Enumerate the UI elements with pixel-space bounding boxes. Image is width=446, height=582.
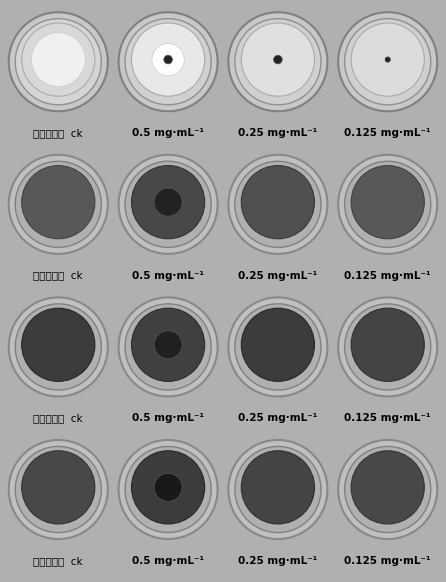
Circle shape: [22, 450, 95, 524]
Circle shape: [235, 19, 321, 105]
Circle shape: [345, 304, 431, 390]
Circle shape: [15, 19, 101, 105]
Circle shape: [338, 297, 437, 396]
Circle shape: [385, 57, 390, 62]
Circle shape: [241, 450, 314, 524]
Circle shape: [125, 161, 211, 247]
Circle shape: [338, 440, 437, 539]
Circle shape: [338, 12, 437, 111]
Circle shape: [273, 55, 282, 64]
Circle shape: [345, 446, 431, 533]
Circle shape: [132, 23, 205, 96]
Circle shape: [125, 304, 211, 390]
Text: 0.5 mg·mL⁻¹: 0.5 mg·mL⁻¹: [132, 128, 204, 138]
Circle shape: [119, 12, 218, 111]
Circle shape: [132, 165, 205, 239]
Text: 0.5 mg·mL⁻¹: 0.5 mg·mL⁻¹: [132, 556, 204, 566]
Circle shape: [125, 446, 211, 533]
Circle shape: [228, 440, 327, 539]
Text: 0.125 mg·mL⁻¹: 0.125 mg·mL⁻¹: [344, 271, 431, 281]
Circle shape: [351, 165, 424, 239]
Circle shape: [9, 440, 108, 539]
Circle shape: [132, 450, 205, 524]
Text: 茄子茎枯菌  ck: 茄子茎枯菌 ck: [33, 556, 83, 566]
Circle shape: [241, 308, 314, 381]
Circle shape: [351, 450, 424, 524]
Circle shape: [119, 440, 218, 539]
Text: 0.125 mg·mL⁻¹: 0.125 mg·mL⁻¹: [344, 413, 431, 423]
Circle shape: [235, 161, 321, 247]
Circle shape: [9, 12, 108, 111]
Text: 0.125 mg·mL⁻¹: 0.125 mg·mL⁻¹: [344, 128, 431, 138]
Circle shape: [22, 23, 95, 96]
Circle shape: [351, 308, 424, 381]
Circle shape: [152, 44, 184, 76]
Circle shape: [125, 19, 211, 105]
Circle shape: [15, 304, 101, 390]
Circle shape: [9, 297, 108, 396]
Circle shape: [154, 331, 182, 359]
Circle shape: [235, 446, 321, 533]
Circle shape: [164, 55, 173, 64]
Circle shape: [132, 308, 205, 381]
Text: 0.25 mg·mL⁻¹: 0.25 mg·mL⁻¹: [238, 271, 318, 281]
Circle shape: [241, 165, 314, 239]
Circle shape: [15, 161, 101, 247]
Text: 0.25 mg·mL⁻¹: 0.25 mg·mL⁻¹: [238, 413, 318, 423]
Circle shape: [228, 12, 327, 111]
Circle shape: [22, 165, 95, 239]
Circle shape: [241, 23, 314, 96]
Circle shape: [119, 297, 218, 396]
Circle shape: [351, 23, 424, 96]
Circle shape: [119, 155, 218, 254]
Circle shape: [228, 155, 327, 254]
Text: 烟草赤星菌  ck: 烟草赤星菌 ck: [33, 413, 83, 423]
Circle shape: [15, 446, 101, 533]
Circle shape: [154, 188, 182, 216]
Circle shape: [228, 297, 327, 396]
Circle shape: [338, 155, 437, 254]
Text: 0.25 mg·mL⁻¹: 0.25 mg·mL⁻¹: [238, 128, 318, 138]
Text: 0.5 mg·mL⁻¹: 0.5 mg·mL⁻¹: [132, 413, 204, 423]
Text: 天南星炭疤  ck: 天南星炭疤 ck: [33, 128, 83, 138]
Circle shape: [235, 304, 321, 390]
Text: 花生褐斑菌  ck: 花生褐斑菌 ck: [33, 271, 83, 281]
Circle shape: [22, 308, 95, 381]
Circle shape: [31, 33, 85, 87]
Text: 0.125 mg·mL⁻¹: 0.125 mg·mL⁻¹: [344, 556, 431, 566]
Circle shape: [9, 155, 108, 254]
Circle shape: [345, 161, 431, 247]
Text: 0.5 mg·mL⁻¹: 0.5 mg·mL⁻¹: [132, 271, 204, 281]
Circle shape: [154, 473, 182, 501]
Circle shape: [345, 19, 431, 105]
Text: 0.25 mg·mL⁻¹: 0.25 mg·mL⁻¹: [238, 556, 318, 566]
